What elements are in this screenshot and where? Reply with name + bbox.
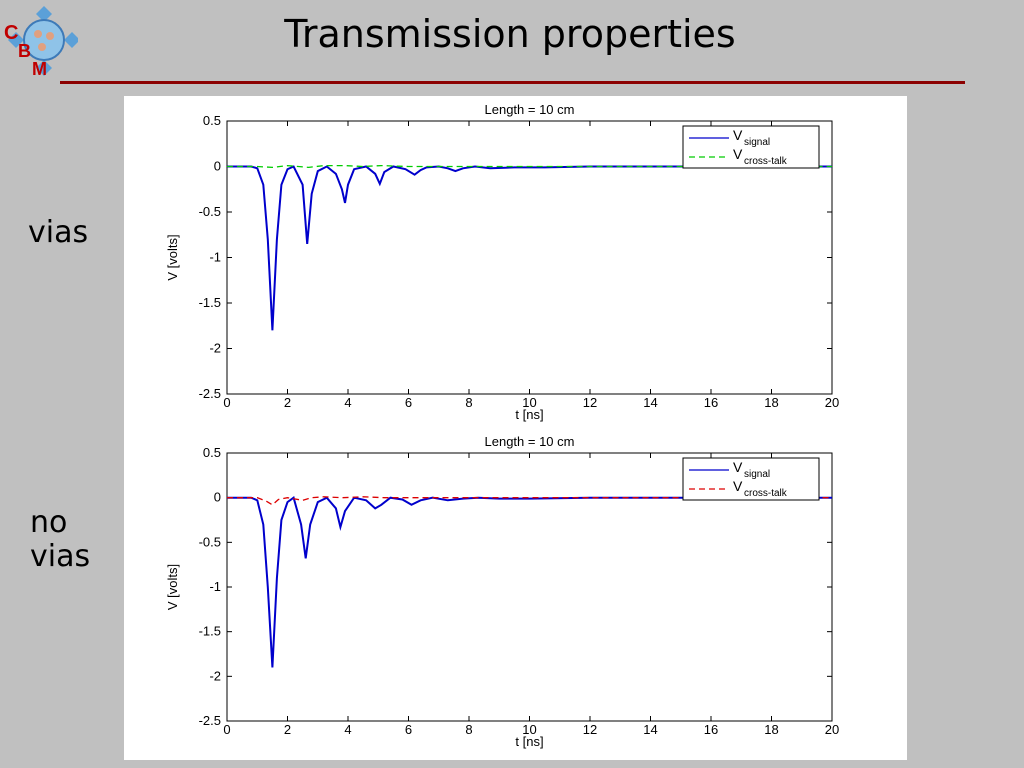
series-line-cross-talk — [227, 496, 832, 506]
logo-diamond-right — [64, 32, 80, 48]
logo-letter-b: B — [18, 41, 31, 61]
x-tick-label: 2 — [284, 722, 291, 737]
x-tick-label: 20 — [825, 722, 839, 737]
x-tick-label: 16 — [704, 722, 718, 737]
x-tick-label: 6 — [405, 395, 412, 410]
y-tick-label: -2 — [209, 668, 221, 683]
series-line-cross-talk — [227, 164, 832, 169]
series-line-signal — [227, 165, 832, 331]
y-tick-label: 0 — [214, 490, 221, 505]
y-tick-label: 0.5 — [203, 113, 221, 128]
legend-label: V — [733, 127, 743, 143]
x-axis-label: t [ns] — [515, 407, 543, 422]
y-axis-label: V [volts] — [165, 234, 180, 280]
label-vias: vias — [28, 215, 89, 250]
cbm-logo: C B M — [2, 2, 80, 79]
chart-no-vias: 0 2 4 6 8 10 12 14 16 18 20 0.5 0 -0.5 -1 -1.5 -2 -2.5 Len… — [165, 434, 839, 749]
y-tick-label: -1 — [209, 250, 221, 265]
x-tick-label: 0 — [223, 395, 230, 410]
legend-label-subscript: signal — [744, 469, 770, 480]
logo-dot — [38, 43, 46, 51]
x-tick-label: 20 — [825, 395, 839, 410]
x-tick-label: 18 — [764, 722, 778, 737]
x-tick-label: 12 — [583, 395, 597, 410]
chart-vias: 0 2 4 6 8 10 12 14 16 18 20 0.5 0 -0.5 -1 -1.5 -2 -2.5 Len… — [165, 102, 839, 422]
y-tick-label: 0 — [214, 159, 221, 174]
x-tick-label: 8 — [465, 722, 472, 737]
legend-label: V — [733, 478, 743, 494]
logo-dot — [34, 30, 42, 38]
logo-graphic: C B M — [4, 6, 80, 79]
legend-label-subscript: signal — [744, 137, 770, 148]
x-tick-label: 14 — [643, 395, 657, 410]
x-tick-label: 4 — [344, 395, 351, 410]
y-tick-label: -2 — [209, 341, 221, 356]
x-axis-label: t [ns] — [515, 734, 543, 749]
logo-globe — [23, 19, 65, 61]
x-tick-label: 18 — [764, 395, 778, 410]
logo-letter-m: M — [32, 59, 47, 78]
x-tick-label: 8 — [465, 395, 472, 410]
legend-label: V — [733, 146, 743, 162]
legend-label-subscript: cross-talk — [744, 156, 788, 167]
chart-title: Length = 10 cm — [485, 102, 575, 117]
x-tick-label: 4 — [344, 722, 351, 737]
figure-svg: 0 2 4 6 8 10 12 14 16 18 200.50-0.5-1-1.5-2-2.5Len… — [165, 102, 839, 749]
y-tick-label: -1 — [209, 579, 221, 594]
slide-title: Transmission properties — [284, 12, 736, 56]
legend-label-subscript: cross-talk — [744, 488, 788, 499]
x-tick-label: 14 — [643, 722, 657, 737]
x-tick-label: 10 — [522, 722, 536, 737]
logo-dot — [46, 32, 54, 40]
y-tick-label: 0.5 — [203, 445, 221, 460]
logo-diamond-top — [36, 6, 52, 22]
logo-diamond-bottom — [36, 60, 52, 76]
x-tick-label: 12 — [583, 722, 597, 737]
legend-box — [682, 457, 820, 501]
y-axis-label: V [volts] — [165, 564, 180, 610]
x-tick-label: 0 — [223, 722, 230, 737]
legend-box — [682, 125, 820, 169]
x-tick-label: 2 — [284, 395, 291, 410]
logo-letter-c: C — [4, 22, 18, 44]
x-tick-label: 6 — [405, 722, 412, 737]
y-tick-label: -1.5 — [199, 295, 221, 310]
y-tick-label: -1.5 — [199, 624, 221, 639]
x-tick-label: 16 — [704, 395, 718, 410]
y-tick-label: -0.5 — [199, 204, 221, 219]
y-tick-label: -2.5 — [199, 713, 221, 728]
logo-diamond-left — [8, 32, 24, 48]
label-no-vias: no vias — [30, 505, 91, 574]
title-divider — [60, 81, 965, 84]
legend-label: V — [733, 459, 743, 475]
chart-title: Length = 10 cm — [485, 434, 575, 449]
y-tick-label: -0.5 — [199, 534, 221, 549]
x-tick-label: 10 — [522, 395, 536, 410]
y-tick-label: -2.5 — [199, 386, 221, 401]
figure-panel: 0 2 4 6 8 10 12 14 16 18 20 0.5 0 -0.5 -1 -1.5 -2 -2.5 Len… — [124, 96, 907, 760]
